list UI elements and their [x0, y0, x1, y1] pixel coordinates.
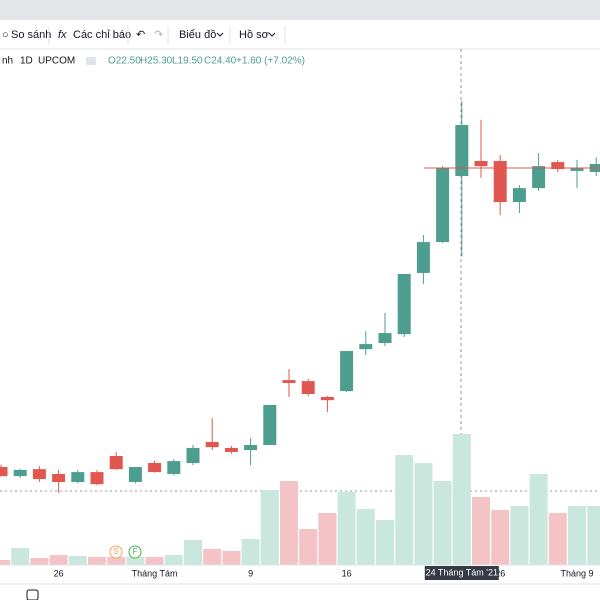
candle-body: [532, 166, 546, 189]
fx-icon[interactable]: fx: [58, 29, 67, 41]
candle-body: [512, 188, 526, 203]
profile-menu[interactable]: Hồ sơ: [239, 29, 269, 41]
top-strip: [0, 0, 600, 20]
chevron: [268, 32, 276, 37]
volume-bar: [222, 551, 241, 565]
candle-body: [205, 442, 219, 448]
candle-body: [359, 344, 373, 350]
volume-bar: [203, 549, 222, 565]
legend-low: L19.50: [172, 56, 203, 67]
candle-body: [378, 333, 392, 343]
volume-bar: [529, 474, 548, 565]
candle-body: [570, 167, 584, 171]
time-axis: [0, 565, 600, 583]
candle-body: [455, 125, 469, 177]
candle-body: [397, 274, 411, 335]
legend-toggle[interactable]: [86, 57, 96, 65]
candle-body: [32, 469, 46, 480]
x-tick-label: 9: [248, 568, 253, 578]
candle-body: [244, 444, 258, 451]
legend-high: H25.30: [140, 56, 173, 67]
candle-body: [167, 461, 181, 474]
event-label: S: [113, 547, 118, 556]
volume-bar: [510, 506, 529, 565]
candle-body: [301, 381, 315, 394]
x-tick-label: 16: [342, 568, 352, 578]
volume-bar: [11, 548, 30, 565]
x-tick-label: 26: [495, 568, 505, 578]
event-marker[interactable]: [109, 545, 123, 559]
volume-bar: [491, 510, 510, 565]
volume-bar: [184, 540, 202, 565]
volume-bar: [0, 560, 10, 565]
candle-body: [474, 161, 488, 167]
x-tick-label: Tháng Tám: [132, 568, 178, 578]
volume-bar: [49, 555, 68, 565]
candle-body: [493, 161, 507, 203]
indicators-button[interactable]: Các chỉ báo: [73, 29, 131, 41]
candle-body: [224, 447, 238, 452]
volume-bar: [548, 513, 567, 565]
event-marker[interactable]: [128, 545, 142, 559]
volume-bar: [568, 506, 586, 565]
volume-bar: [414, 463, 433, 565]
candle-body: [90, 472, 104, 485]
bottom-icon[interactable]: [26, 589, 39, 601]
x-tick-label: Tháng 9: [560, 568, 593, 578]
candle-body: [148, 462, 162, 473]
volume-bar: [126, 557, 145, 565]
candle-body: [320, 396, 334, 401]
volume-bar: [241, 539, 260, 565]
candle-body: [416, 242, 430, 273]
volume-bar: [107, 557, 126, 565]
candle-body: [436, 167, 450, 243]
legend-symbol: nh: [2, 56, 13, 67]
volume-bar: [433, 481, 452, 565]
volume-bar: [30, 558, 49, 565]
toolbar: [0, 20, 600, 49]
undo-button[interactable]: ↶: [136, 29, 145, 41]
candle-body: [109, 455, 123, 470]
candle-body: [128, 466, 142, 483]
volume-bar: [145, 557, 164, 565]
compare-button[interactable]: So sánh: [11, 29, 51, 41]
legend-interval: 1D: [20, 56, 33, 67]
volume-bar: [318, 513, 337, 565]
volume-bar: [299, 529, 318, 565]
candle-body: [282, 380, 296, 383]
candle-body: [340, 351, 354, 392]
candle-body: [551, 162, 565, 170]
volume-bar: [452, 434, 471, 565]
candle-body: [71, 472, 85, 483]
chart-menu[interactable]: Biểu đồ: [179, 29, 216, 41]
volume-bar: [164, 555, 183, 565]
legend-open: O22.50: [108, 56, 141, 67]
legend-change: +1.60 (+7.02%): [236, 56, 305, 67]
event-label: F: [133, 547, 138, 556]
candle-body: [13, 469, 27, 477]
compare-icon[interactable]: ○: [2, 29, 9, 41]
candle-body: [0, 466, 8, 477]
volume-bar: [376, 520, 394, 565]
x-tick-label: 26: [54, 568, 64, 578]
legend-exchange: UPCOM: [38, 56, 75, 67]
crosshair-label-box: [424, 566, 499, 580]
volume-bar: [472, 497, 490, 565]
candle-body: [263, 404, 277, 445]
legend-close: C24.40: [204, 56, 237, 67]
chevron: [216, 32, 224, 37]
volume-bar: [395, 455, 414, 565]
candle-body: [52, 473, 66, 483]
volume-bar: [280, 481, 298, 565]
volume-bar: [337, 492, 356, 565]
volume-bar: [68, 556, 87, 565]
volume-bar: [88, 557, 106, 565]
candle-body: [186, 447, 200, 463]
redo-button[interactable]: ↷: [154, 29, 163, 41]
crosshair-label: 24 Tháng Tám '21: [426, 567, 498, 577]
volume-bar: [260, 490, 279, 565]
volume-bar: [356, 509, 375, 565]
volume-bar: [587, 506, 600, 565]
